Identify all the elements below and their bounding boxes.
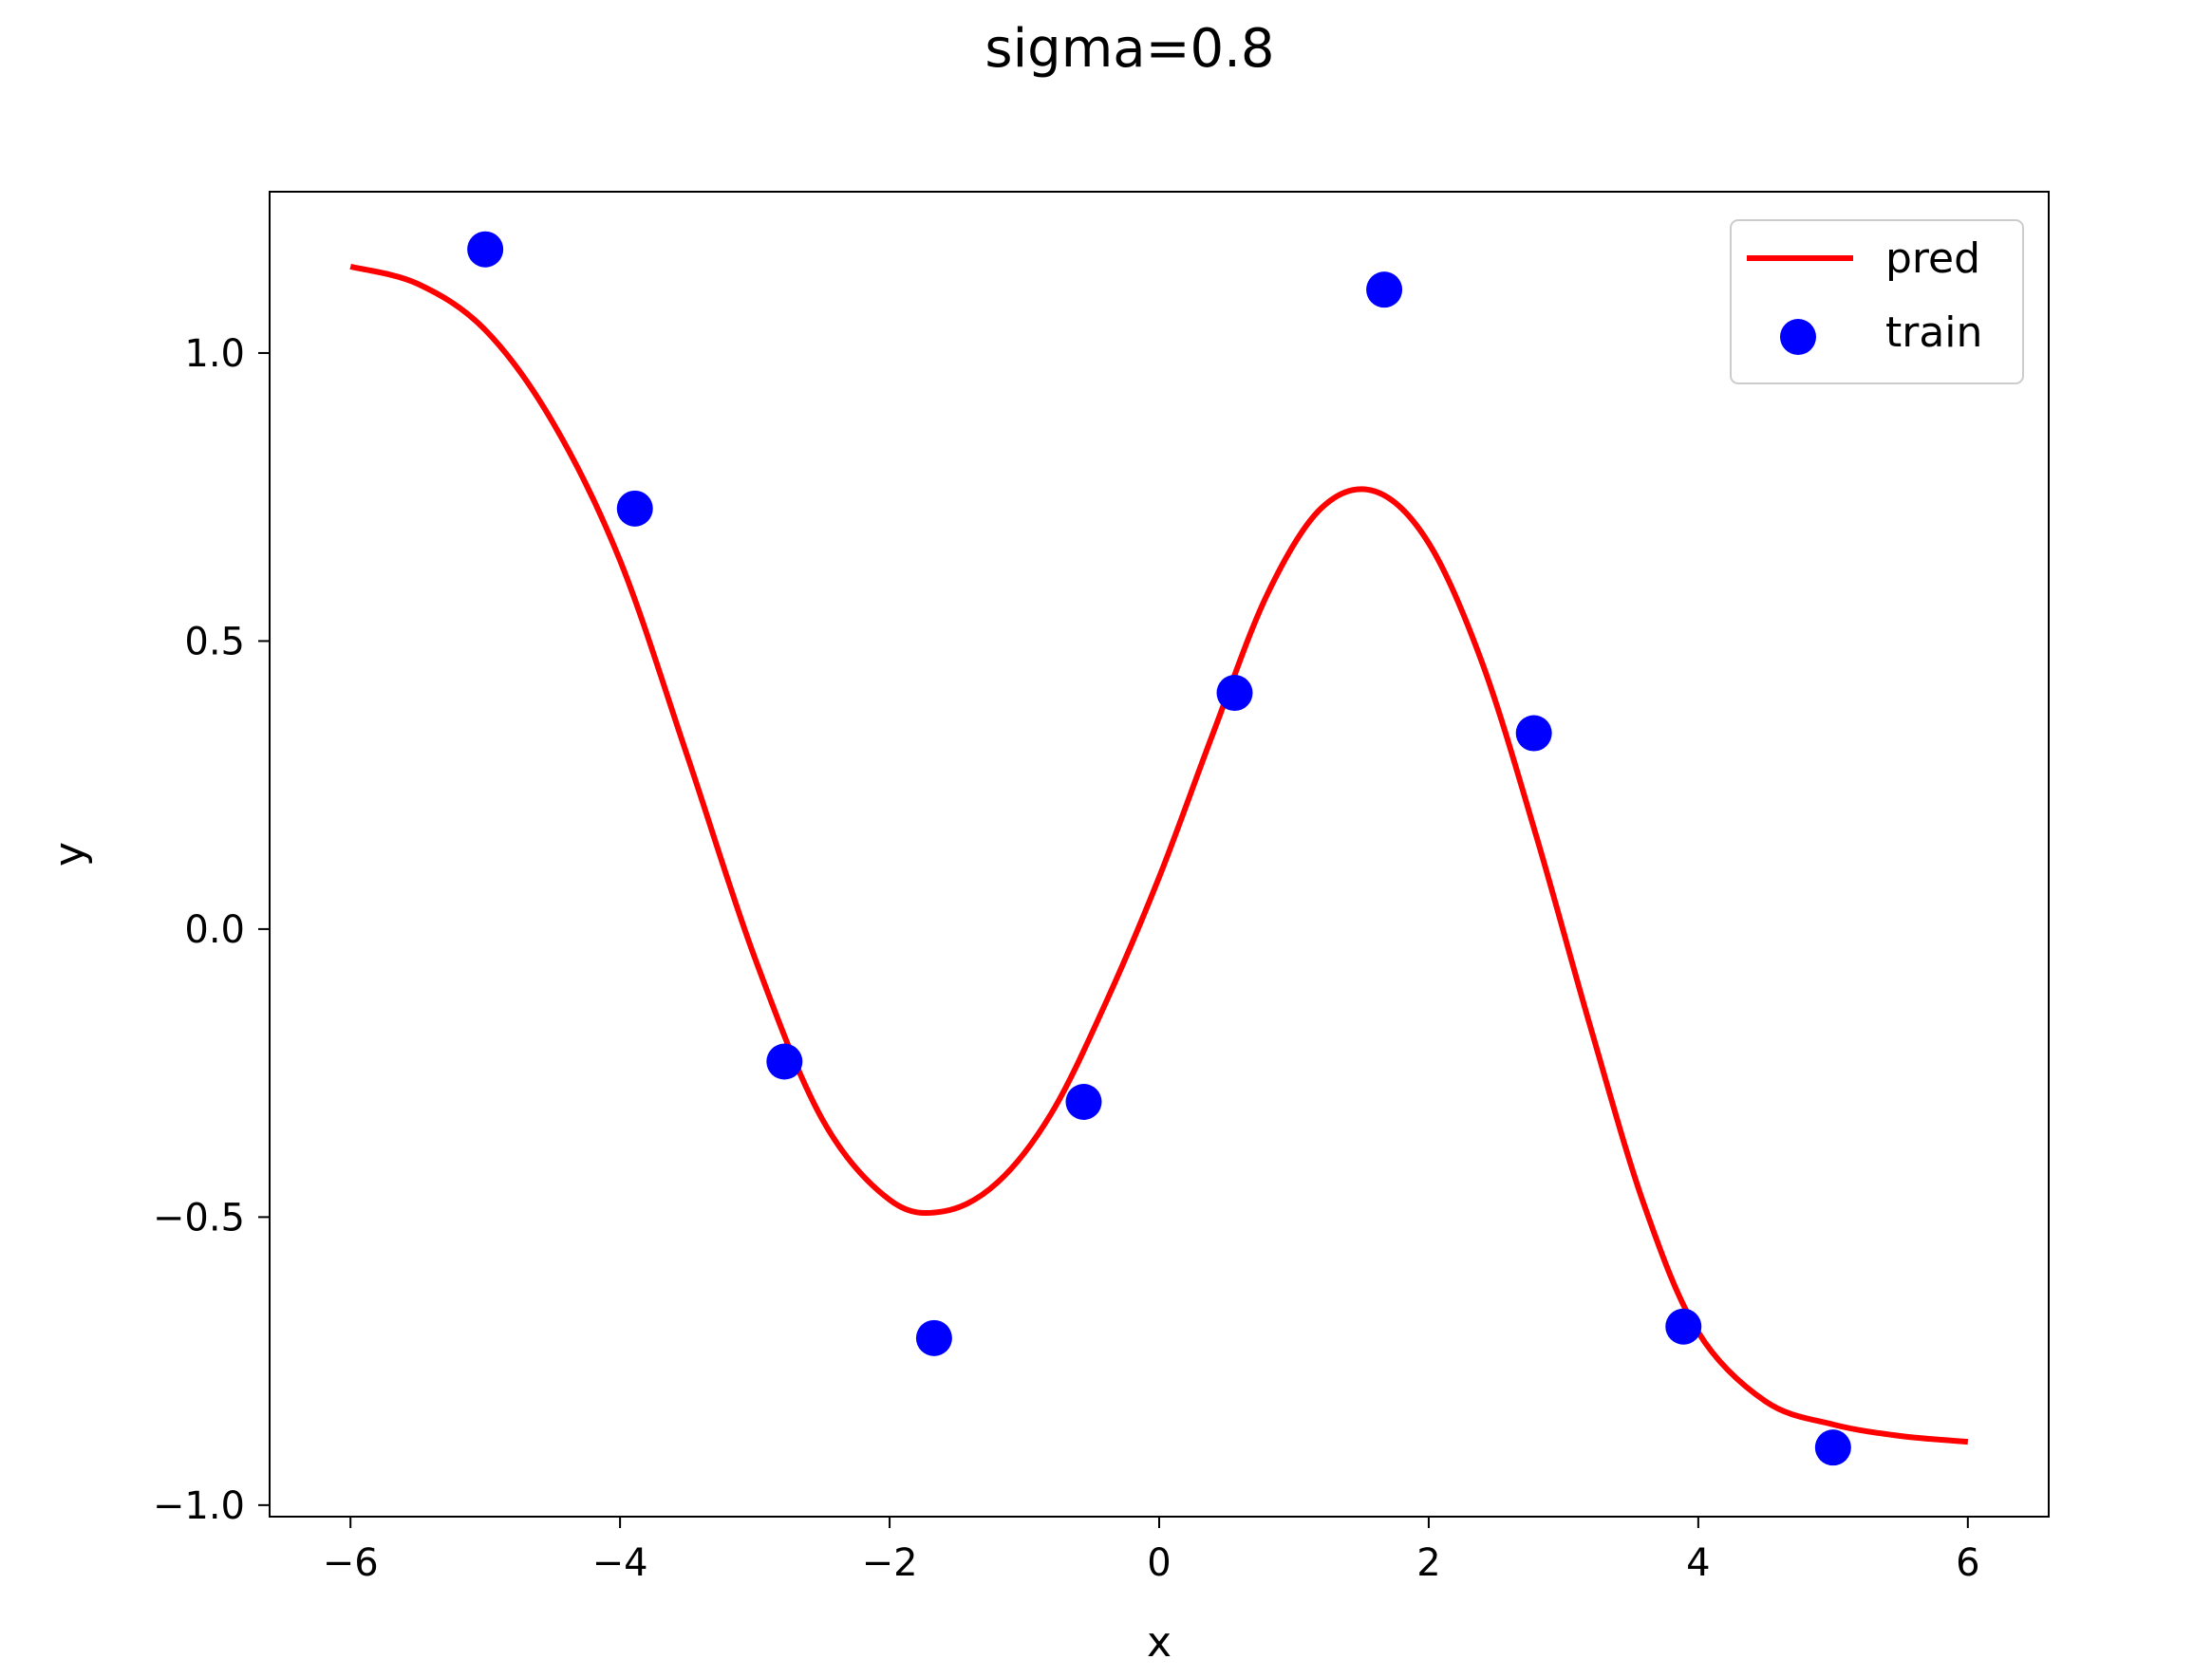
x-tick-label: −2 (862, 1541, 918, 1585)
train-point (1216, 675, 1253, 712)
y-tick-label: −1.0 (153, 1484, 245, 1528)
x-axis-label: x (1147, 1618, 1172, 1667)
legend-train-swatch (1780, 319, 1816, 355)
train-point (467, 231, 504, 268)
legend-train-label: train (1885, 308, 1982, 357)
x-tick-label: 4 (1686, 1541, 1710, 1585)
chart-title: sigma=0.8 (984, 18, 1274, 80)
y-axis: −1.0 −0.5 0.0 0.5 1.0 (153, 332, 270, 1528)
x-tick-label: −4 (592, 1541, 648, 1585)
y-tick-label: −0.5 (153, 1196, 245, 1240)
train-point (1515, 715, 1552, 752)
train-point (1065, 1083, 1102, 1120)
y-tick-label: 1.0 (184, 332, 245, 376)
train-point (616, 490, 653, 527)
x-tick-label: −6 (323, 1541, 379, 1585)
plot-area (269, 191, 2050, 1518)
train-point (915, 1319, 952, 1356)
train-point (766, 1043, 803, 1080)
pred-line (349, 263, 1969, 1445)
x-tick-label: 6 (1956, 1541, 1979, 1585)
legend: pred train (1730, 219, 2024, 384)
x-tick-label: 2 (1416, 1541, 1440, 1585)
series-layer (349, 231, 1969, 1466)
legend-pred-label: pred (1885, 234, 1980, 283)
y-tick-label: 0.5 (184, 620, 245, 663)
axes-frame (269, 191, 2050, 1518)
x-axis: −6 −4 −2 0 2 4 6 (323, 1517, 1980, 1585)
x-tick-label: 0 (1147, 1541, 1171, 1585)
train-point (1814, 1429, 1851, 1466)
train-point (1665, 1308, 1702, 1345)
y-axis-label: y (46, 842, 94, 867)
y-tick-label: 0.0 (184, 908, 245, 952)
train-point (1366, 271, 1403, 308)
